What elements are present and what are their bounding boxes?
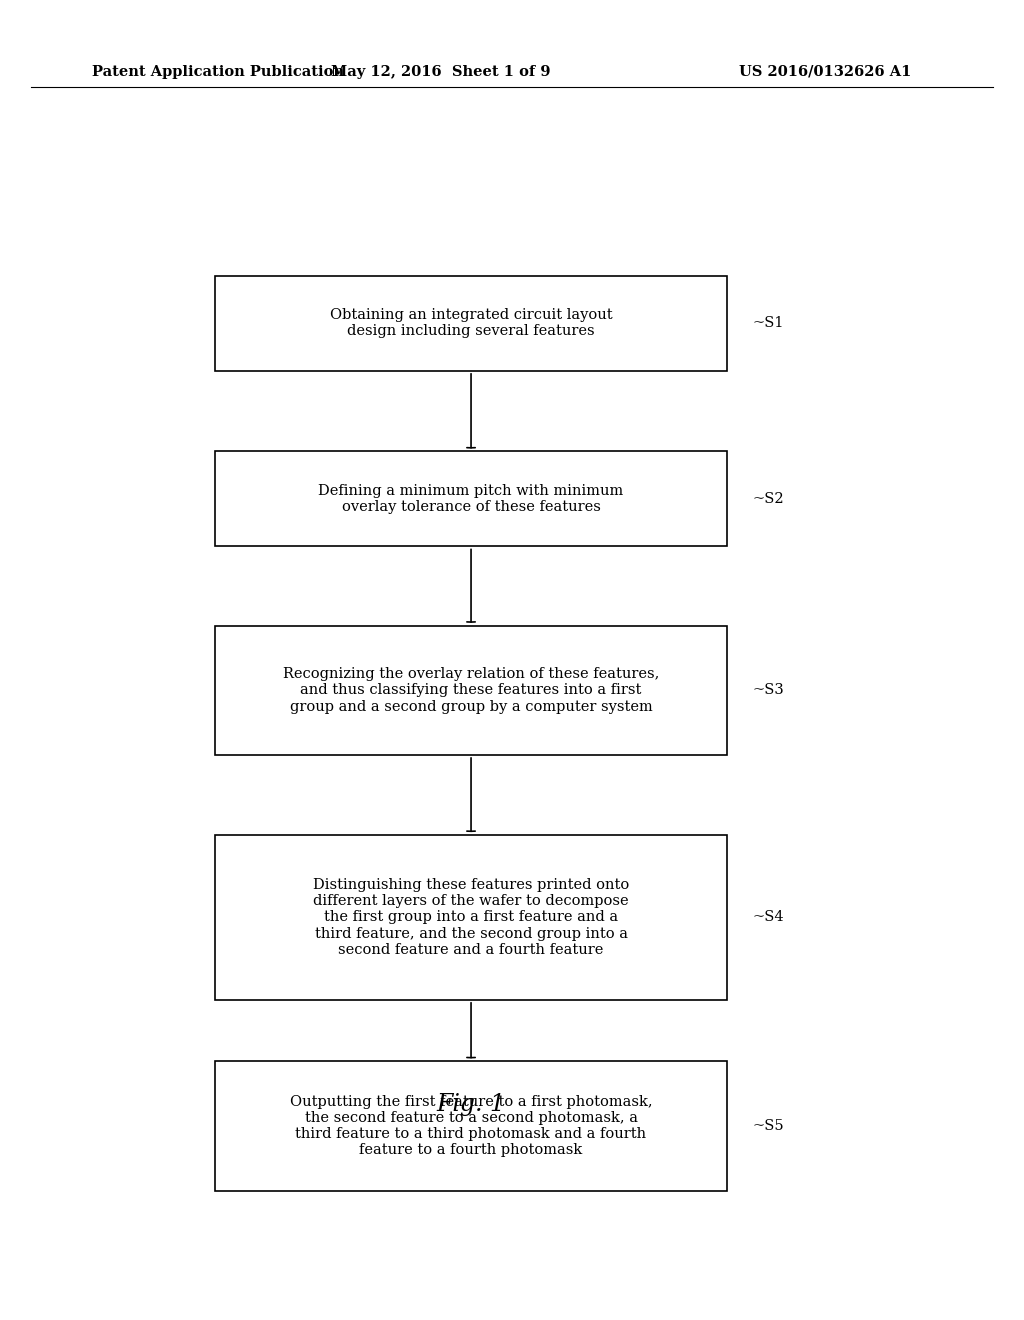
Text: Patent Application Publication: Patent Application Publication bbox=[92, 65, 344, 79]
FancyBboxPatch shape bbox=[215, 276, 727, 371]
Text: Distinguishing these features printed onto
different layers of the wafer to deco: Distinguishing these features printed on… bbox=[313, 878, 629, 957]
Text: Outputting the first feature to a first photomask,
the second feature to a secon: Outputting the first feature to a first … bbox=[290, 1094, 652, 1158]
FancyBboxPatch shape bbox=[215, 1061, 727, 1191]
FancyBboxPatch shape bbox=[215, 451, 727, 546]
Text: May 12, 2016  Sheet 1 of 9: May 12, 2016 Sheet 1 of 9 bbox=[331, 65, 550, 79]
Text: ~S3: ~S3 bbox=[753, 684, 784, 697]
FancyBboxPatch shape bbox=[215, 836, 727, 1001]
Text: ~S5: ~S5 bbox=[753, 1119, 784, 1133]
Text: Recognizing the overlay relation of these features,
and thus classifying these f: Recognizing the overlay relation of thes… bbox=[283, 667, 659, 714]
Text: Obtaining an integrated circuit layout
design including several features: Obtaining an integrated circuit layout d… bbox=[330, 309, 612, 338]
Text: ~S2: ~S2 bbox=[753, 492, 784, 506]
FancyBboxPatch shape bbox=[215, 626, 727, 755]
Text: Defining a minimum pitch with minimum
overlay tolerance of these features: Defining a minimum pitch with minimum ov… bbox=[318, 484, 624, 513]
Text: Fig. 1: Fig. 1 bbox=[436, 1093, 506, 1117]
Text: US 2016/0132626 A1: US 2016/0132626 A1 bbox=[739, 65, 911, 79]
Text: ~S1: ~S1 bbox=[753, 317, 784, 330]
Text: ~S4: ~S4 bbox=[753, 911, 784, 924]
